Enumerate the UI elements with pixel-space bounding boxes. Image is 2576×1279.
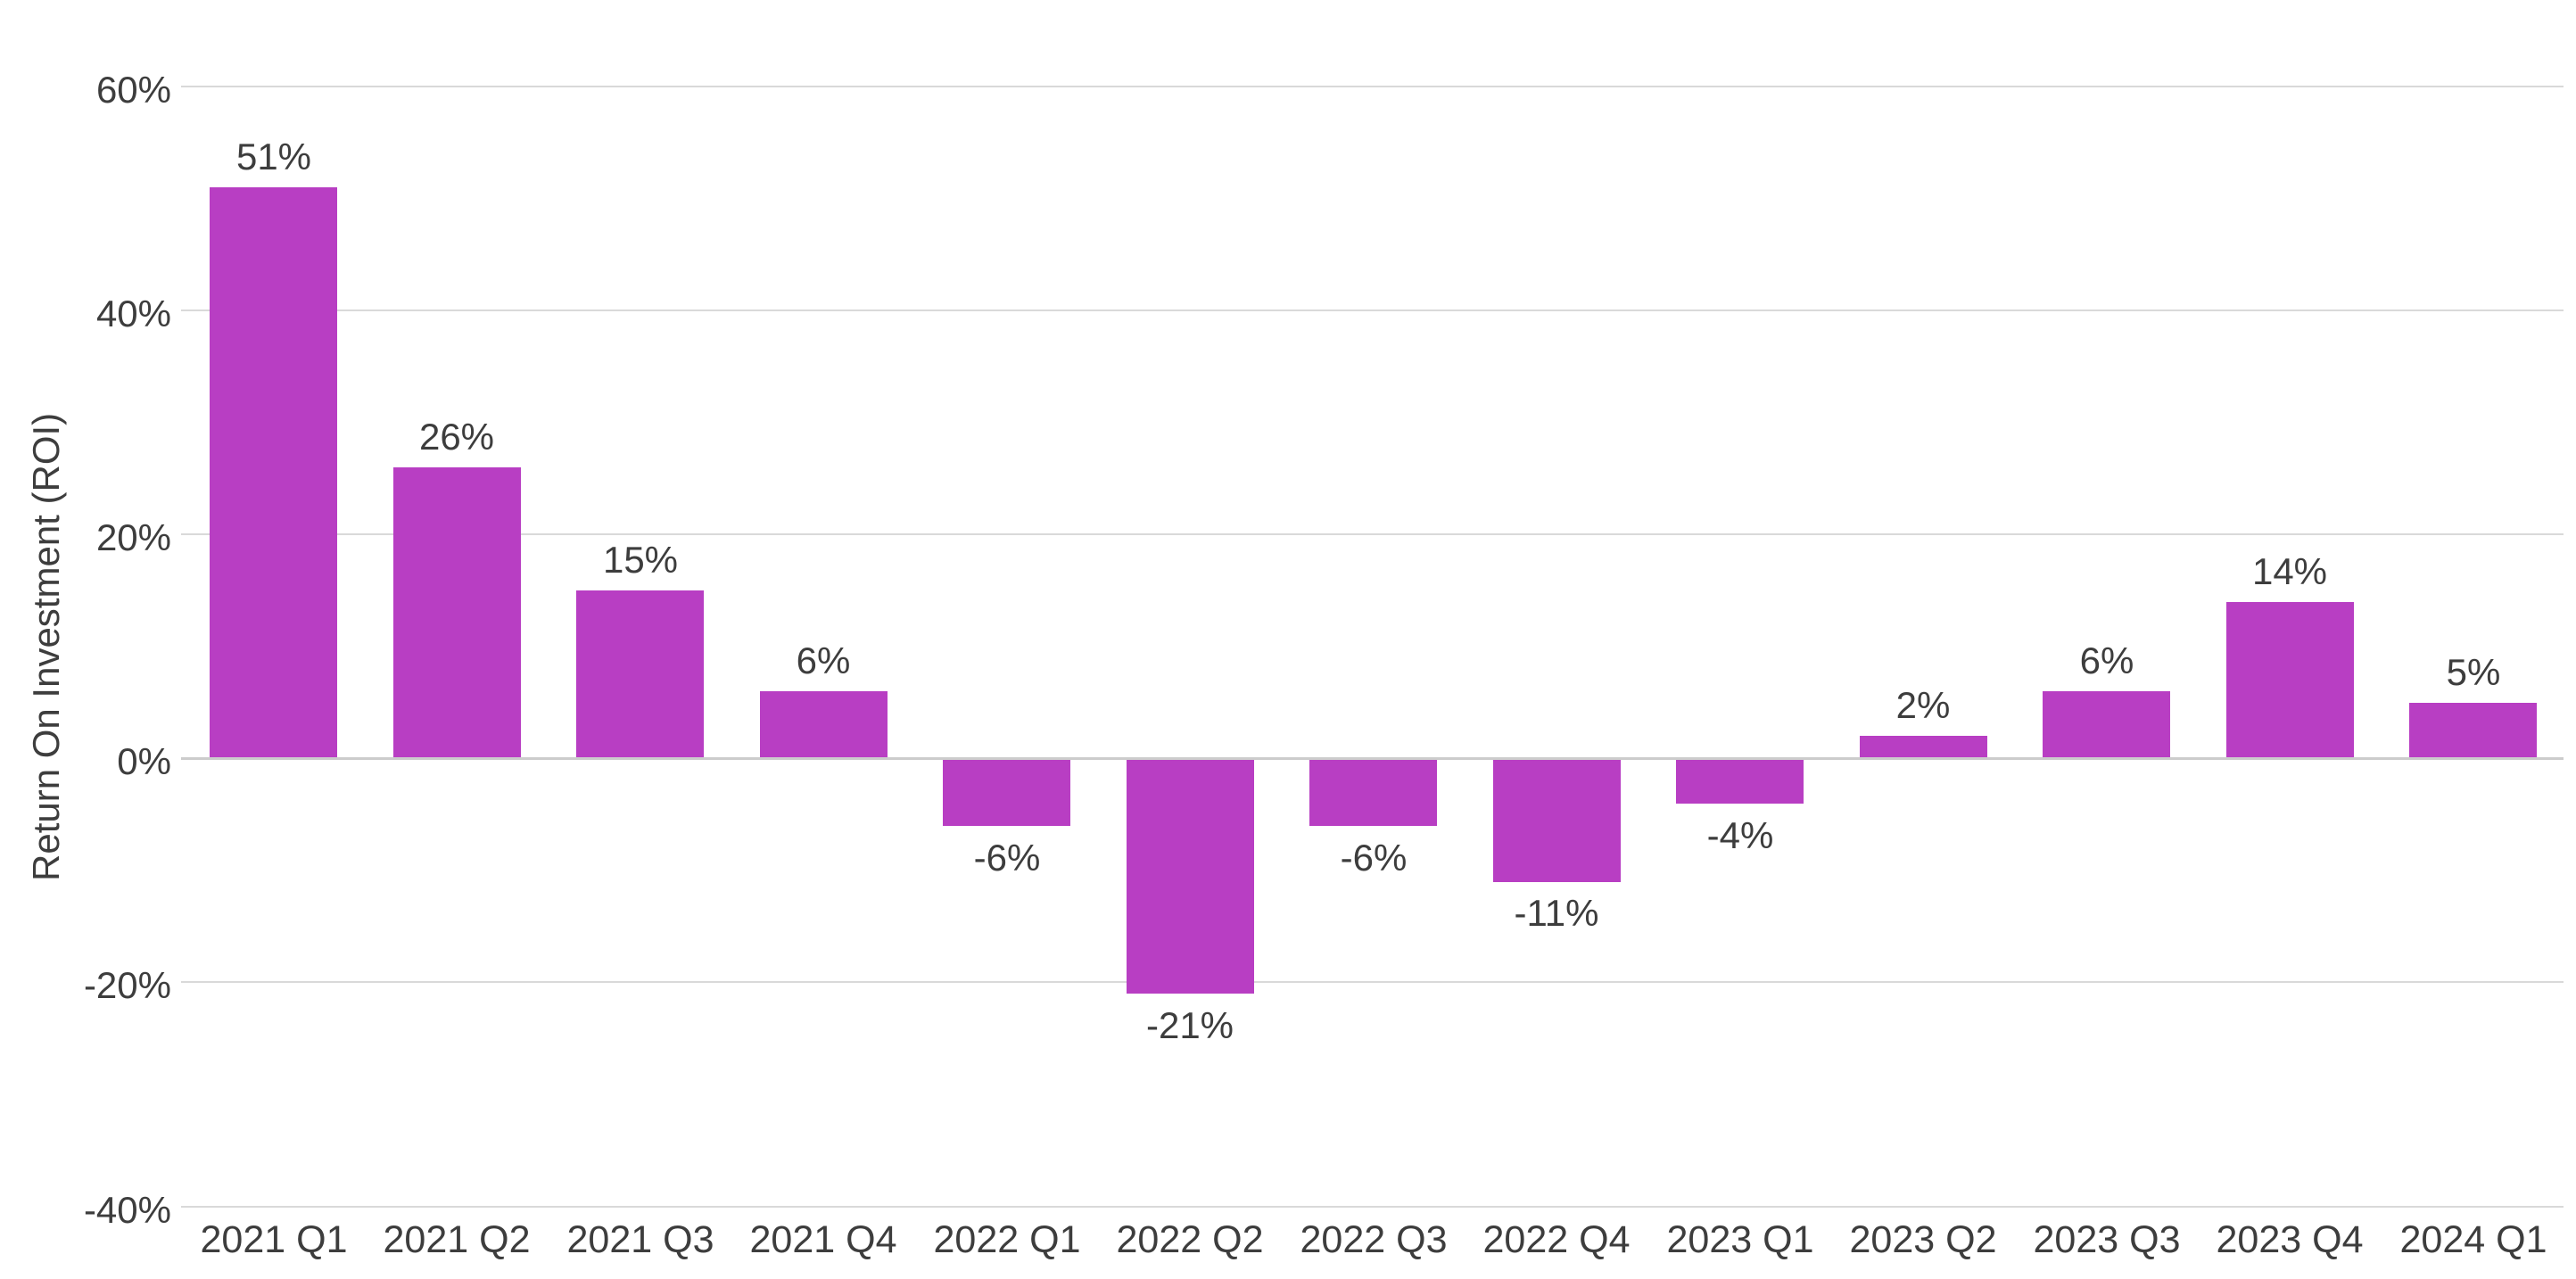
bar-value-label: 2% xyxy=(1895,684,1951,726)
y-tick-label: -40% xyxy=(83,1189,171,1231)
x-tick-label: 2023 Q1 xyxy=(1666,1218,1814,1261)
x-tick-label: 2022 Q4 xyxy=(1482,1218,1631,1261)
bar-value-label: -4% xyxy=(1706,814,1774,856)
x-tick-label: 2022 Q2 xyxy=(1116,1218,1264,1261)
y-tick-label: 40% xyxy=(95,293,171,334)
bar-2021-q4[interactable] xyxy=(760,691,888,757)
y-axis-title: Return On Investment (ROI) xyxy=(25,412,67,881)
x-tick-label: 2023 Q3 xyxy=(2033,1218,2181,1261)
gridline xyxy=(181,86,2564,87)
bar-2021-q3[interactable] xyxy=(576,590,704,757)
x-tick-label: 2021 Q2 xyxy=(383,1218,531,1261)
bar-2023-q4[interactable] xyxy=(2226,602,2354,757)
bar-value-label: 6% xyxy=(2079,640,2134,681)
y-tick-label: -20% xyxy=(83,964,171,1006)
bar-2021-q2[interactable] xyxy=(393,467,521,757)
bar-2022-q4[interactable] xyxy=(1493,760,1621,882)
gridline xyxy=(181,1206,2564,1208)
gridline xyxy=(181,309,2564,311)
bar-2023-q3[interactable] xyxy=(2043,691,2170,757)
zero-axis-line xyxy=(181,757,2564,760)
bar-value-label: -11% xyxy=(1514,892,1599,934)
x-tick-label: 2021 Q3 xyxy=(566,1218,714,1261)
bar-2022-q1[interactable] xyxy=(943,760,1070,826)
y-tick-label: 0% xyxy=(117,740,171,782)
x-tick-label: 2022 Q3 xyxy=(1300,1218,1448,1261)
x-tick-label: 2023 Q2 xyxy=(1849,1218,1997,1261)
bar-value-label: 5% xyxy=(2446,651,2501,693)
bar-value-label: 26% xyxy=(418,416,495,458)
bar-2024-q1[interactable] xyxy=(2409,703,2537,757)
bar-value-label: 6% xyxy=(796,640,851,681)
x-tick-label: 2021 Q4 xyxy=(749,1218,897,1261)
gridline xyxy=(181,981,2564,983)
bar-2023-q2[interactable] xyxy=(1860,736,1987,757)
x-tick-label: 2022 Q1 xyxy=(933,1218,1081,1261)
x-tick-label: 2024 Q1 xyxy=(2399,1218,2547,1261)
bar-value-label: 14% xyxy=(2251,550,2328,592)
bar-value-label: 51% xyxy=(235,136,312,177)
bar-value-label: -21% xyxy=(1145,1004,1234,1046)
bar-value-label: -6% xyxy=(973,837,1041,879)
bar-2022-q3[interactable] xyxy=(1309,760,1437,826)
bar-2022-q2[interactable] xyxy=(1127,760,1254,994)
bar-2021-q1[interactable] xyxy=(210,187,337,757)
bar-value-label: 15% xyxy=(602,539,679,581)
y-tick-label: 20% xyxy=(95,516,171,558)
x-tick-label: 2021 Q1 xyxy=(200,1218,348,1261)
bar-2023-q1[interactable] xyxy=(1676,760,1804,804)
x-tick-label: 2023 Q4 xyxy=(2216,1218,2364,1261)
gridline xyxy=(181,533,2564,535)
bar-value-label: -6% xyxy=(1340,837,1408,879)
y-tick-label: 60% xyxy=(95,69,171,111)
